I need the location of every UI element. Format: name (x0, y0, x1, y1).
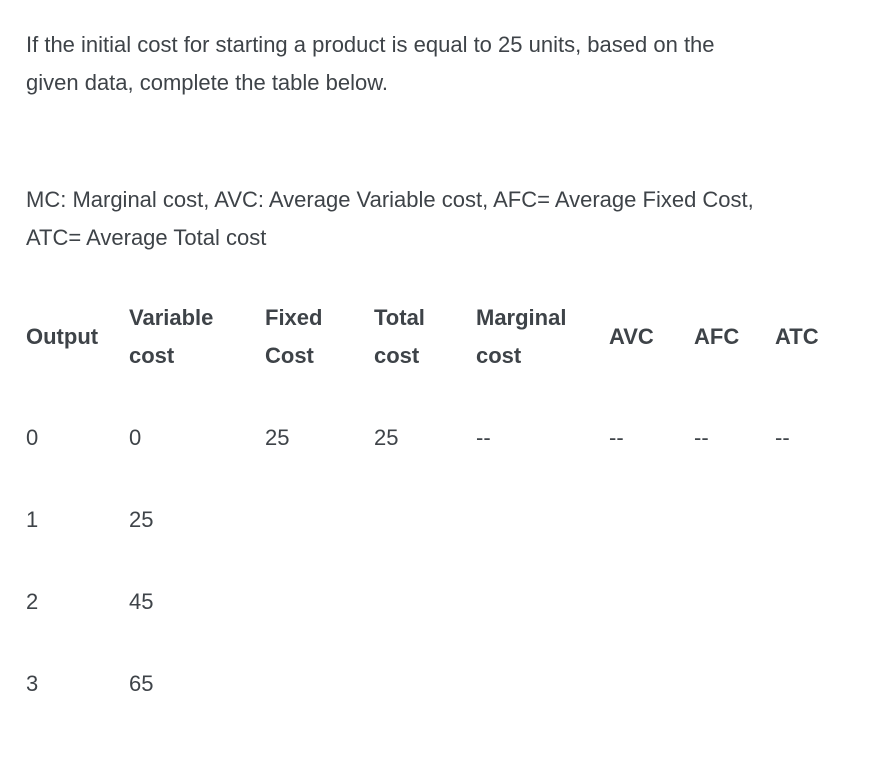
cell-atc: -- (775, 425, 790, 450)
cell-output: 3 (26, 671, 39, 696)
col-header-output: Output (26, 324, 99, 349)
cell-total-cost (374, 643, 476, 725)
col-header-atc: ATC (775, 324, 819, 349)
col-header-total-cost: Total cost (374, 305, 425, 368)
col-header-fixed-cost: Fixed Cost (265, 305, 323, 368)
abbreviation-legend: MC: Marginal cost, AVC: Average Variable… (26, 187, 754, 250)
cell-fixed-cost (265, 643, 374, 725)
cell-marginal-cost (476, 643, 609, 725)
cell-afc (694, 479, 775, 561)
cell-afc: -- (694, 425, 709, 450)
col-header-afc: AFC (694, 324, 740, 349)
cell-variable-cost: 65 (129, 671, 154, 696)
cell-afc (694, 643, 775, 725)
cell-variable-cost: 25 (129, 507, 154, 532)
cell-fixed-cost (265, 479, 374, 561)
cell-marginal-cost (476, 479, 609, 561)
cell-variable-cost: 45 (129, 589, 154, 614)
cell-fixed-cost: 25 (265, 425, 290, 450)
table-row: 3 65 (26, 643, 856, 725)
question-prompt: If the initial cost for starting a produ… (26, 32, 715, 95)
cell-avc (609, 561, 694, 643)
cell-avc: -- (609, 425, 624, 450)
col-header-variable-cost: Variable cost (129, 305, 214, 368)
col-header-marginal-cost: Marginal cost (476, 305, 567, 368)
cell-fixed-cost (265, 561, 374, 643)
cell-total-cost: 25 (374, 425, 399, 450)
cell-atc (775, 479, 856, 561)
cell-output: 1 (26, 507, 39, 532)
cell-output: 0 (26, 425, 39, 450)
cell-avc (609, 479, 694, 561)
cell-total-cost (374, 479, 476, 561)
cell-atc (775, 643, 856, 725)
cell-variable-cost: 0 (129, 425, 142, 450)
cell-marginal-cost: -- (476, 425, 491, 450)
table-row: 1 25 (26, 479, 856, 561)
cell-marginal-cost (476, 561, 609, 643)
question-text-block: If the initial cost for starting a produ… (26, 26, 860, 257)
table-row: 2 45 (26, 561, 856, 643)
table-row: 0 0 25 25 -- -- -- -- (26, 397, 856, 479)
cell-avc (609, 643, 694, 725)
cell-output: 2 (26, 589, 39, 614)
cell-total-cost (374, 561, 476, 643)
cell-atc (775, 561, 856, 643)
cell-afc (694, 561, 775, 643)
cost-table: Output Variable cost Fixed Cost Total co… (26, 277, 856, 725)
table-header-row: Output Variable cost Fixed Cost Total co… (26, 277, 856, 397)
col-header-avc: AVC (609, 324, 654, 349)
